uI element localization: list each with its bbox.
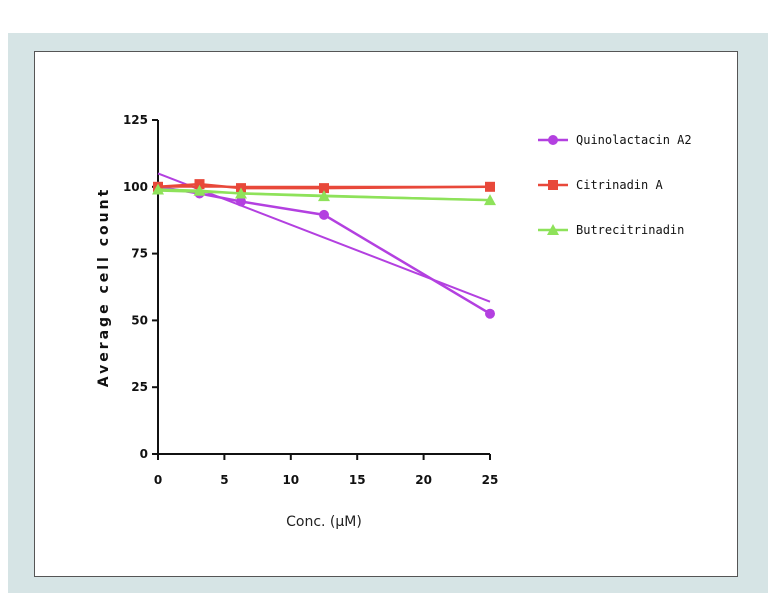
legend-label: Butrecitrinadin: [576, 223, 684, 237]
data-point: [484, 194, 496, 206]
data-point: [152, 183, 164, 195]
figure-frame: 0 25 50 75 100 125 0 5 10 15 20 25 Conc. (μM) Avera…: [8, 33, 768, 593]
x-tick-label: 10: [282, 473, 299, 487]
data-point: [319, 209, 329, 220]
y-tick-label: 75: [131, 247, 148, 261]
data-point: [193, 184, 206, 196]
data-point: [235, 187, 247, 199]
legend-marker-icon: [547, 224, 559, 235]
plot-area: [152, 172, 496, 319]
data-point: [319, 183, 329, 194]
data-point: [485, 308, 495, 319]
y-tick-label: 125: [123, 113, 148, 127]
y-axis-title: Average cell count: [96, 187, 112, 388]
chart-panel: 0 25 50 75 100 125 0 5 10 15 20 25 Conc. (μM) Avera…: [34, 51, 738, 577]
x-tick-label: 20: [415, 473, 432, 487]
y-tick-label: 25: [131, 380, 148, 394]
x-tick-label: 25: [482, 473, 499, 487]
x-tick-label: 0: [154, 473, 162, 487]
legend-item: Butrecitrinadin: [538, 223, 684, 237]
series-butrecitrinadin: [152, 183, 496, 206]
line-chart: 0 25 50 75 100 125 0 5 10 15 20 25 Conc. (μM) Avera…: [96, 113, 692, 530]
legend-label: Citrinadin A: [576, 178, 663, 192]
legend-item: Quinolactacin A2: [538, 133, 692, 147]
x-tick-label: 15: [349, 473, 366, 487]
y-tick-label: 50: [131, 313, 148, 327]
legend-item: Citrinadin A: [538, 178, 663, 192]
data-point: [236, 196, 246, 207]
x-tick-label: 5: [220, 473, 228, 487]
legend-label: Quinolactacin A2: [576, 133, 692, 147]
data-point: [318, 190, 330, 202]
y-tick-label: 100: [123, 180, 148, 194]
legend-marker-icon: [548, 180, 558, 190]
data-point: [194, 179, 205, 190]
x-axis-title: Conc. (μM): [286, 514, 362, 530]
data-point: [485, 181, 495, 192]
y-tick-label: 0: [140, 447, 148, 461]
legend-marker-icon: [548, 135, 558, 145]
series-line: [157, 185, 491, 315]
legend: Quinolactacin A2 Citrinadin A Butrecitrina…: [538, 133, 692, 237]
axes: 0 25 50 75 100 125 0 5 10 15 20 25: [123, 113, 498, 487]
